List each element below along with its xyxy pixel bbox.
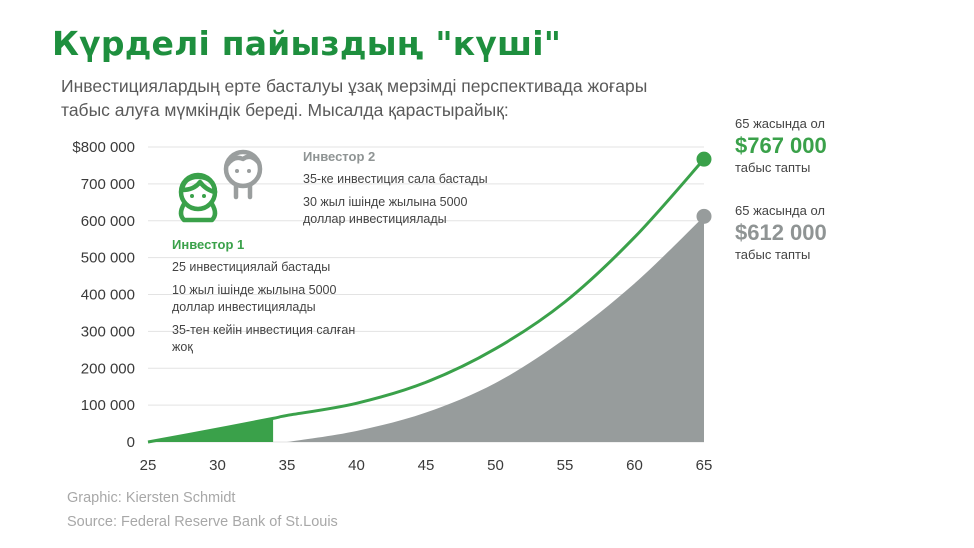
y-tick-label: 300 000 [81, 323, 135, 340]
y-tick-label: 100 000 [81, 397, 135, 414]
x-tick-label: 30 [209, 457, 226, 474]
graphic-credit: Graphic: Kiersten Schmidt [67, 490, 236, 506]
y-tick-label: 500 000 [81, 250, 135, 267]
x-tick-label: 55 [557, 457, 574, 474]
x-tick-label: 45 [418, 457, 435, 474]
x-tick-label: 35 [279, 457, 296, 474]
investor1-face-icon [178, 172, 218, 223]
investor2-result: 65 жасында ол $612 000 табыс тапты [735, 203, 827, 263]
investor1-contribution-area [148, 418, 274, 442]
investor1-end-point [696, 151, 712, 167]
y-tick-label: 400 000 [81, 287, 135, 304]
page-title: Күрделі пайыздың "күші" [52, 24, 562, 63]
investor1-description: Инвестор 1 25 инвестициялай бастады 10 ж… [172, 236, 372, 362]
investor1-result: 65 жасында ол $767 000 табыс тапты [735, 116, 827, 176]
y-axis: 0 100 000 200 000 300 000 400 000 500 000 600 … [72, 139, 135, 451]
source-credit: Source: Federal Reserve Bank of St.Louis [67, 514, 338, 530]
investor1-line2: 10 жыл ішінде жылына 5000 доллар инвести… [172, 283, 337, 314]
investor1-result-amount: $767 000 [735, 133, 827, 158]
x-tick-label: 50 [487, 457, 504, 474]
investor2-result-amount: $612 000 [735, 220, 827, 245]
page-subtitle: Инвестициялардың ерте басталуы ұзақ мерз… [61, 76, 648, 120]
investor2-line1: 35-ке инвестиция сала бастады [303, 172, 488, 186]
chart-areas [148, 216, 704, 442]
chart-lines [147, 151, 712, 444]
investor2-line2: 30 жыл ішінде жылына 5000 доллар инвести… [303, 195, 468, 226]
x-tick-label: 60 [626, 457, 643, 474]
investor1-line3: 35-тен кейін инвестиция салған жоқ [172, 323, 356, 354]
y-tick-label: 200 000 [81, 360, 135, 377]
investor1-result-suffix: табыс тапты [735, 160, 811, 175]
x-tick-label: 40 [348, 457, 365, 474]
investor1-result-prefix: 65 жасында ол [735, 116, 825, 131]
investor2-result-prefix: 65 жасында ол [735, 203, 825, 218]
x-axis: 25 30 35 40 45 50 55 60 65 [140, 457, 713, 474]
investor2-result-suffix: табыс тапты [735, 247, 811, 262]
y-tick-label: 0 [127, 434, 135, 451]
investor1-line1: 25 инвестициялай бастады [172, 260, 331, 274]
investor2-name: Инвестор 2 [303, 149, 376, 164]
investor1-line [147, 158, 706, 444]
investor2-face-icon [223, 149, 263, 200]
y-tick-label: $800 000 [72, 139, 135, 156]
investor1-name: Инвестор 1 [172, 237, 245, 252]
y-tick-label: 600 000 [81, 213, 135, 230]
investor2-end-point [696, 208, 712, 224]
investor2-area [287, 216, 704, 442]
x-tick-label: 65 [696, 457, 713, 474]
x-tick-label: 25 [140, 457, 157, 474]
y-tick-label: 700 000 [81, 176, 135, 193]
investor2-description: Инвестор 2 35-ке инвестиция сала бастады… [303, 148, 503, 234]
